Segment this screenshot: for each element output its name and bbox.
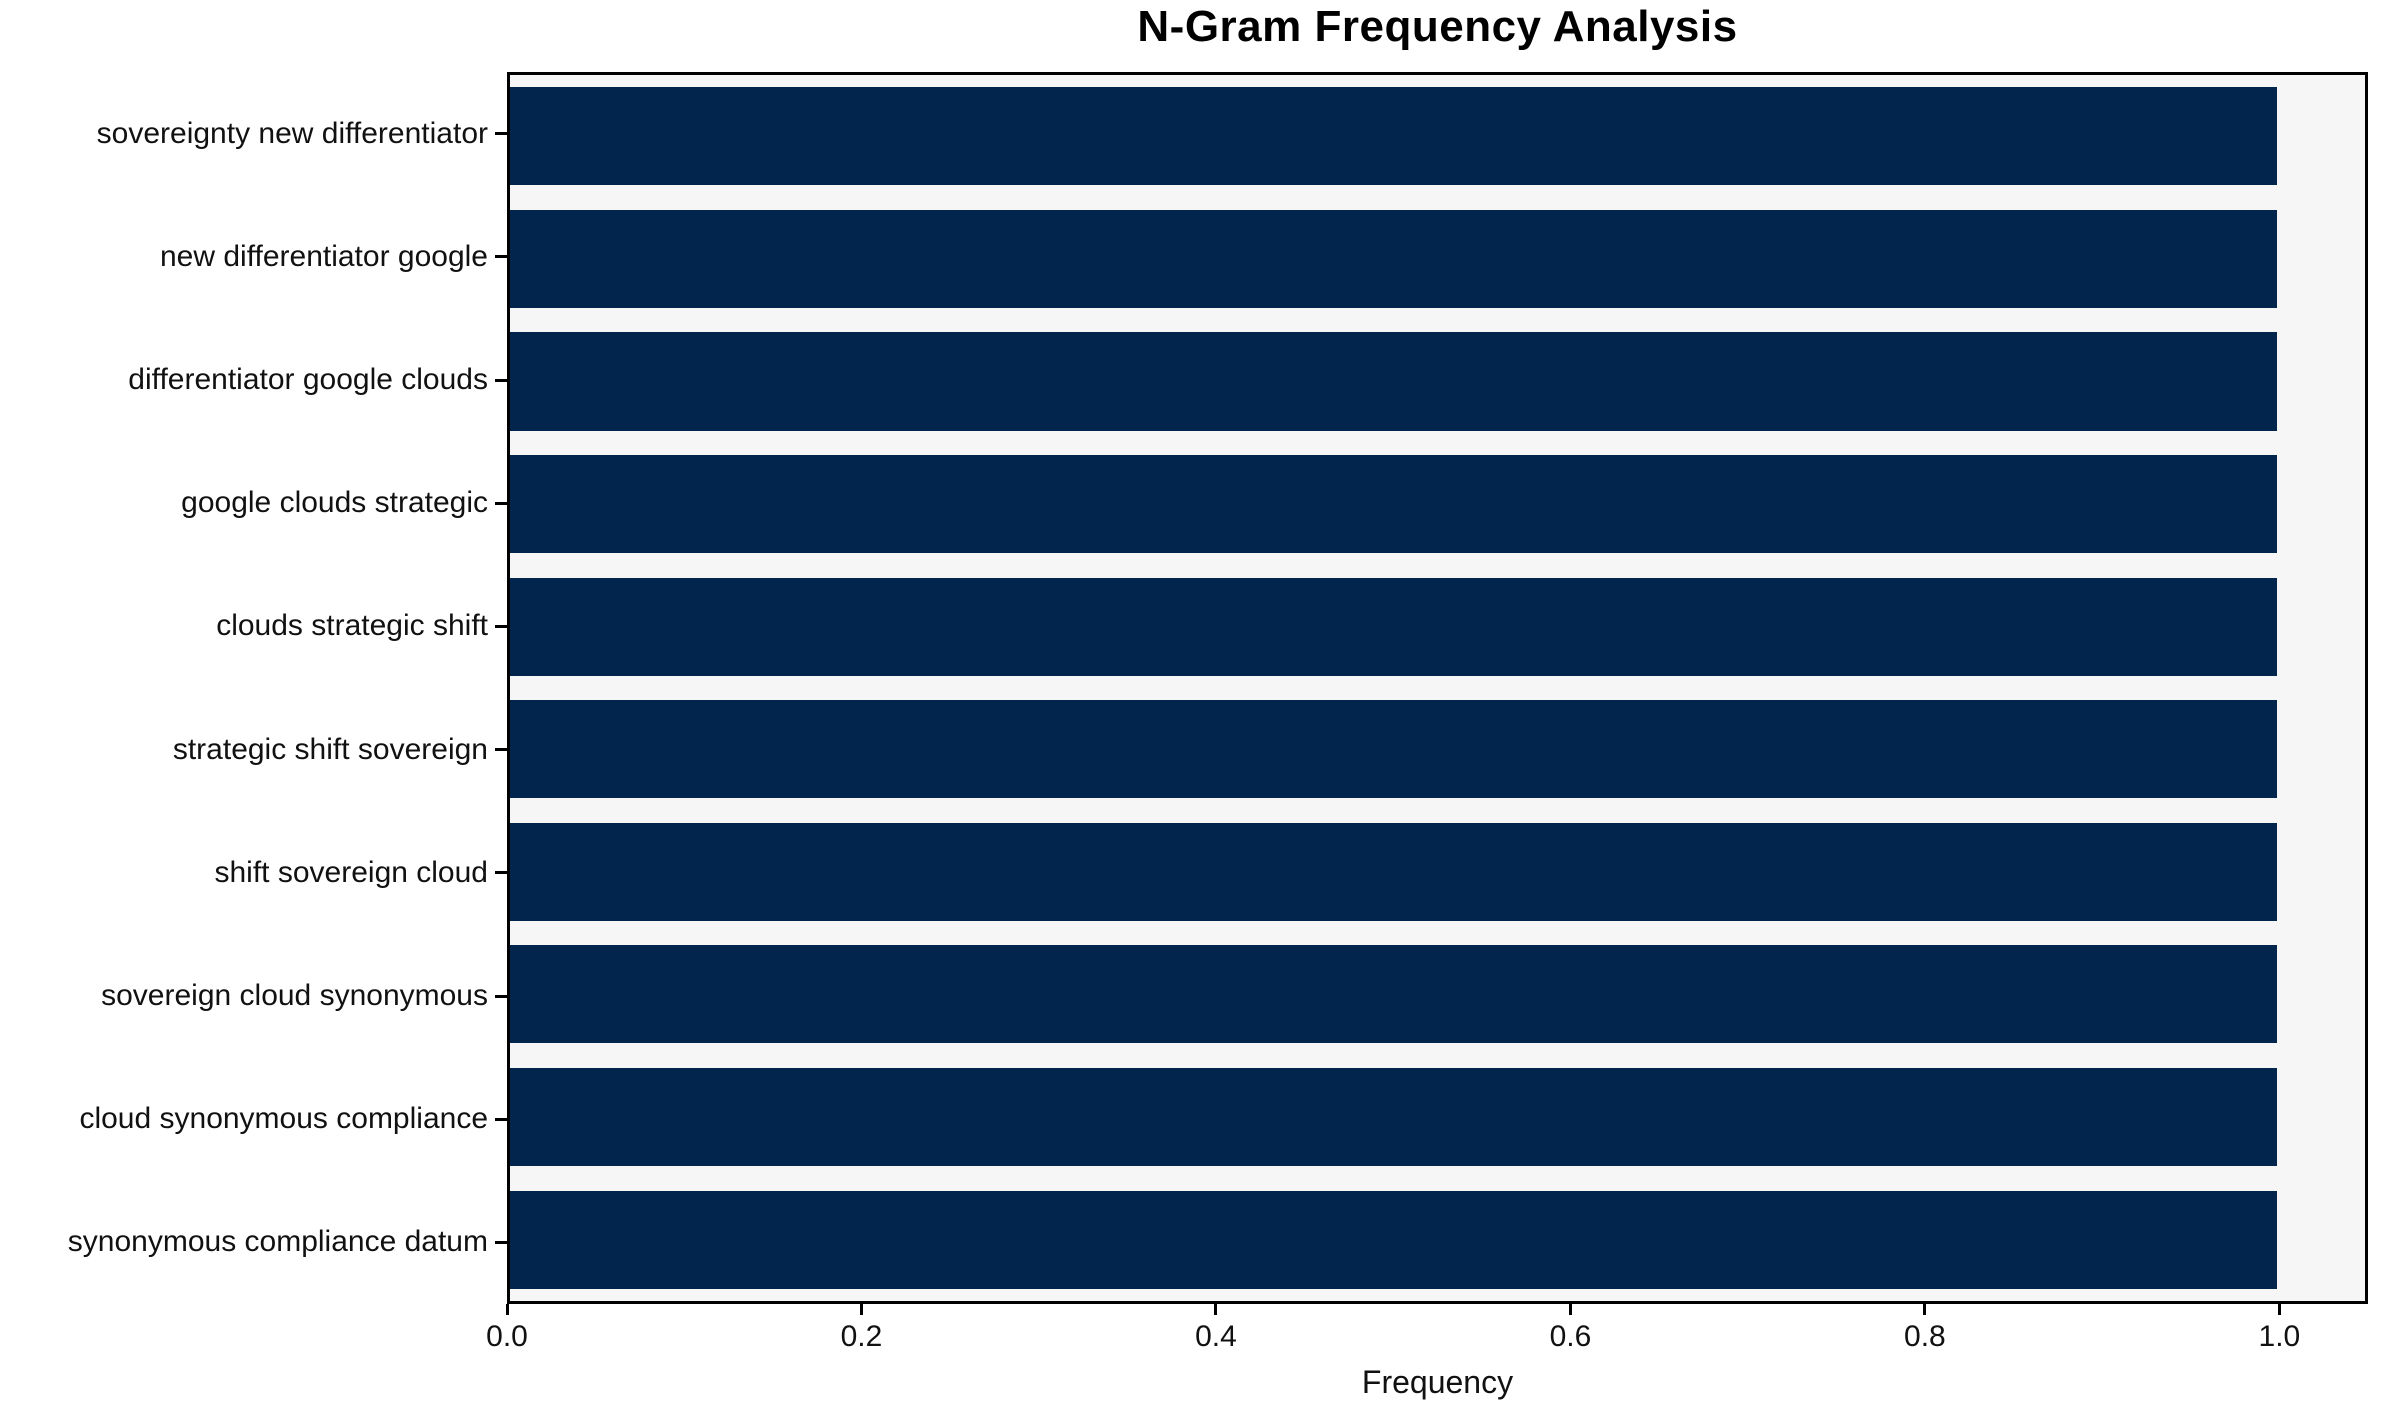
bar-row: [510, 443, 2365, 566]
y-tick-label: clouds strategic shift: [216, 609, 488, 643]
x-axis-title: Frequency: [1361, 1364, 1514, 1400]
bar: [510, 1068, 2277, 1167]
bar: [510, 577, 2277, 676]
x-tick-label: 0.2: [840, 1320, 883, 1353]
bar: [510, 945, 2277, 1044]
y-tick-mark: [495, 255, 507, 259]
chart-title: N-Gram Frequency Analysis: [1137, 2, 1738, 51]
x-tick-mark: [1214, 1304, 1218, 1315]
y-tick-label: shift sovereign cloud: [214, 855, 489, 889]
bar: [510, 332, 2277, 431]
bar-row: [510, 1056, 2365, 1179]
bar-row: [510, 198, 2365, 321]
x-tick-mark: [1923, 1304, 1927, 1315]
bar-row: [510, 688, 2365, 811]
y-tick-mark: [495, 994, 507, 998]
x-tick-label: 0.8: [1904, 1320, 1946, 1353]
x-tick-label: 0.6: [1549, 1320, 1592, 1353]
y-axis-labels: sovereignty new differentiator new differ…: [0, 72, 488, 1304]
bar-row: [510, 1178, 2365, 1301]
y-tick-label: differentiator google clouds: [128, 363, 488, 396]
x-tick-label: 1.0: [2258, 1320, 2301, 1353]
y-tick-label: new differentiator google: [159, 239, 488, 273]
y-tick-mark: [495, 624, 507, 628]
y-tick-mark: [495, 748, 507, 752]
y-tick-label: synonymous compliance datum: [67, 1225, 488, 1259]
y-tick-mark: [495, 1117, 507, 1121]
bar: [510, 209, 2277, 308]
x-tick-mark: [859, 1304, 863, 1315]
plot-area: [507, 72, 2368, 1304]
bar: [510, 700, 2277, 799]
y-tick-label: cloud synonymous compliance: [79, 1102, 488, 1136]
y-tick-mark: [495, 501, 507, 505]
bar-row: [510, 565, 2365, 688]
x-tick-label: 0.4: [1195, 1320, 1237, 1353]
x-tick-mark: [1568, 1304, 1572, 1315]
bar: [510, 1190, 2277, 1289]
y-tick-mark: [495, 871, 507, 875]
bar-row: [510, 811, 2365, 934]
y-tick-mark: [495, 132, 507, 136]
x-tick-mark: [2277, 1304, 2281, 1315]
bar-row: [510, 320, 2365, 443]
x-tick-mark: [505, 1304, 509, 1315]
y-tick-mark: [495, 378, 507, 382]
y-tick-label: google clouds strategic: [181, 486, 488, 520]
bar: [510, 455, 2277, 554]
bar: [510, 822, 2277, 921]
y-tick-label: sovereign cloud synonymous: [101, 979, 488, 1013]
y-tick-label: sovereignty new differentiator: [96, 116, 488, 150]
y-tick-label: strategic shift sovereign: [172, 732, 488, 766]
x-tick-label: 0.0: [486, 1320, 528, 1353]
bar-row: [510, 933, 2365, 1056]
bar-row: [510, 75, 2365, 198]
bar: [510, 87, 2277, 186]
y-tick-mark: [495, 1240, 507, 1244]
